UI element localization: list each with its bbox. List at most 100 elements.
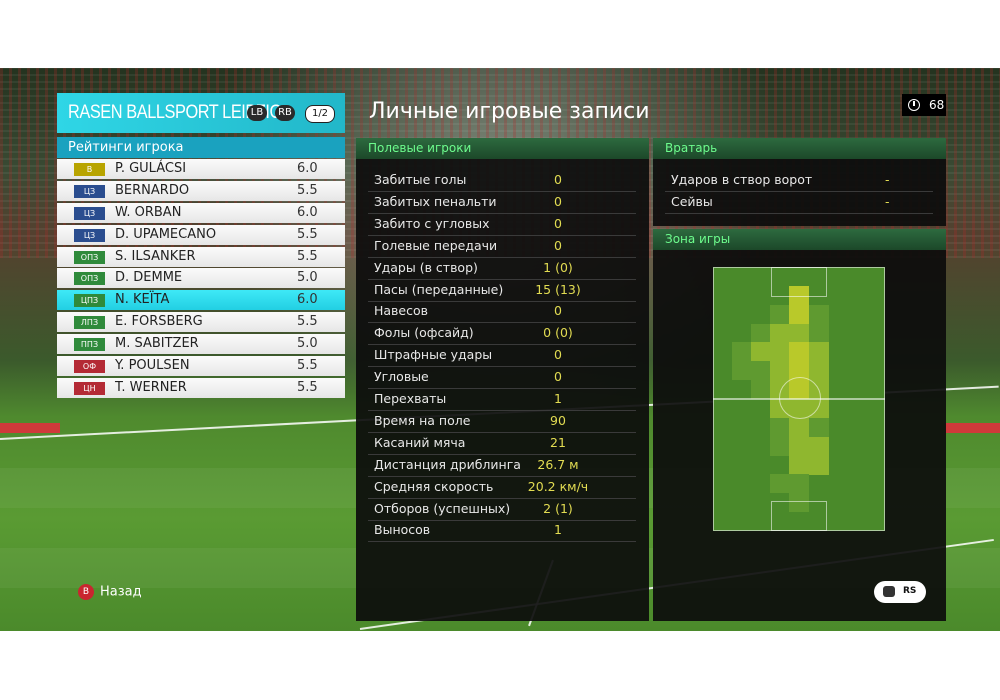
chat-icon: [883, 586, 895, 597]
player-row[interactable]: ЦПЗ N. KEÏTA 6.0: [57, 290, 345, 311]
stat-row: Забито с угловых 0: [368, 214, 636, 236]
goalkeeper-panel: Вратарь Ударов в створ ворот - Сейвы -: [653, 138, 946, 226]
stat-label: Забитые голы: [374, 172, 467, 187]
player-row[interactable]: ЦЗ W. ORBAN 6.0: [57, 202, 345, 223]
heatmap-cell: [789, 342, 810, 362]
stat-label: Перехваты: [374, 391, 447, 406]
stat-value: 1: [554, 522, 562, 538]
stat-label: Удары (в створ): [374, 259, 478, 275]
stat-label: Касаний мяча: [374, 434, 466, 450]
stat-row: Перехваты 1: [368, 389, 636, 411]
stat-label: Штрафные удары: [374, 347, 493, 363]
heatmap-cell: [751, 380, 772, 400]
position-badge: ЦЗ: [74, 206, 105, 220]
heatmap-cell: [732, 361, 753, 381]
stat-label: Забито с угловых: [374, 215, 490, 231]
team-name: RASEN BALLSPORT LEIPZIG: [68, 102, 282, 123]
field-players-panel: Полевые игроки Забитые голы 0 Забитых пена…: [356, 138, 649, 621]
player-row[interactable]: ЛПЗ E. FORSBERG 5.5: [57, 312, 345, 333]
stat-label: Выносов: [374, 522, 431, 538]
back-button[interactable]: B Назад: [78, 584, 142, 600]
heatmap-cell: [789, 285, 810, 305]
player-name: S. ILSANKER: [115, 248, 196, 264]
heatmap-cell: [789, 436, 810, 456]
position-badge: ЦН: [74, 381, 105, 395]
player-rating: 5.5: [297, 358, 318, 374]
player-row[interactable]: ОПЗ D. DEMME 5.0: [57, 268, 345, 289]
stat-label: Дистанция дриблинга: [374, 456, 521, 472]
heatmap-cell: [770, 417, 791, 437]
heatmap-cell: [808, 417, 829, 437]
stat-row: Выносов 1: [368, 520, 636, 543]
stat-value: 0: [554, 347, 562, 363]
clock-icon: [908, 99, 920, 111]
heatmap-cell: [808, 342, 829, 362]
player-rating: 5.5: [297, 379, 318, 395]
heatmap-cell: [770, 304, 791, 324]
heatmap-pitch-line: [779, 377, 821, 419]
stat-value: -: [885, 194, 890, 209]
player-row[interactable]: ОПЗ S. ILSANKER 5.5: [57, 246, 345, 267]
stat-value: 0 (0): [543, 325, 573, 341]
stat-label: Навесов: [374, 303, 429, 319]
stat-label: Пасы (переданные): [374, 281, 504, 297]
player-name: P. GULÁCSI: [115, 161, 187, 176]
heatmap-cell: [789, 361, 810, 381]
player-rating: 6.0: [297, 161, 318, 176]
stat-value: 2 (1): [543, 500, 573, 516]
lb-button[interactable]: LB: [247, 105, 267, 121]
player-rating: 5.5: [297, 248, 318, 264]
player-row[interactable]: ЦН T. WERNER 5.5: [57, 377, 345, 398]
heatmap-cell: [808, 304, 829, 324]
stat-label: Время на поле: [374, 412, 471, 428]
heatmap-pitch-line: [771, 267, 827, 297]
position-badge: ЛПЗ: [74, 316, 105, 330]
gk-stat-row: Сейвы -: [665, 192, 933, 214]
stat-label: Средняя скорость: [374, 478, 494, 494]
player-row[interactable]: ЦЗ D. UPAMECANO 5.5: [57, 224, 345, 245]
player-rating: 6.0: [297, 204, 318, 220]
heatmap-cell: [770, 474, 791, 494]
heatmap-pitch-line: [771, 501, 827, 531]
play-zone-panel: Зона игры: [653, 229, 946, 621]
stat-value: 26.7 м: [537, 456, 579, 472]
position-badge: ОФ: [74, 360, 105, 374]
stat-value: 1 (0): [543, 259, 573, 275]
stat-label: Ударов в створ ворот: [671, 172, 813, 187]
player-name: T. WERNER: [115, 379, 187, 395]
stat-label: Забитых пенальти: [374, 193, 497, 209]
goalkeeper-header: Вратарь: [653, 138, 946, 159]
heatmap-cell: [751, 342, 772, 362]
player-row[interactable]: В P. GULÁCSI 6.0: [57, 159, 345, 179]
back-label: Назад: [100, 584, 142, 600]
gk-stat-row: Ударов в створ ворот -: [665, 170, 933, 192]
stat-value: 0: [554, 215, 562, 231]
heatmap-cell: [732, 342, 753, 362]
player-name: D. UPAMECANO: [115, 226, 217, 242]
stat-row: Забитых пенальти 0: [368, 192, 636, 214]
player-name: N. KEÏTA: [115, 292, 170, 308]
player-row[interactable]: ОФ Y. POULSEN 5.5: [57, 356, 345, 377]
position-badge: ОПЗ: [74, 272, 105, 286]
team-header: RASEN BALLSPORT LEIPZIG LB RB 1/2: [57, 93, 345, 133]
chat-rs-button[interactable]: RS: [874, 581, 926, 603]
player-name: D. DEMME: [115, 270, 183, 286]
heatmap-cell: [770, 342, 791, 362]
stat-value: 20.2 км/ч: [527, 478, 589, 494]
player-name: BERNARDO: [115, 182, 190, 198]
heatmap-cell: [789, 304, 810, 324]
heatmap-cell: [808, 361, 829, 381]
ratings-header: Рейтинги игрока: [57, 137, 345, 158]
player-row[interactable]: ЦЗ BERNARDO 5.5: [57, 180, 345, 201]
page-indicator: 1/2: [305, 105, 335, 123]
page-title: Личные игровые записи: [369, 99, 650, 124]
stat-label: Голевые передачи: [374, 237, 498, 253]
b-button-icon: B: [78, 584, 94, 600]
player-list: В P. GULÁCSI 6.0 ЦЗ BERNARDO 5.5 ЦЗ W. ORBAN 6.0…: [57, 159, 345, 400]
stat-row: Средняя скорость 20.2 км/ч: [368, 477, 636, 499]
heatmap-cell: [770, 361, 791, 381]
player-name: M. SABITZER: [115, 336, 199, 352]
player-row[interactable]: ППЗ M. SABITZER 5.0: [57, 334, 345, 355]
rb-button[interactable]: RB: [275, 105, 295, 121]
match-timer: 68: [902, 94, 946, 116]
